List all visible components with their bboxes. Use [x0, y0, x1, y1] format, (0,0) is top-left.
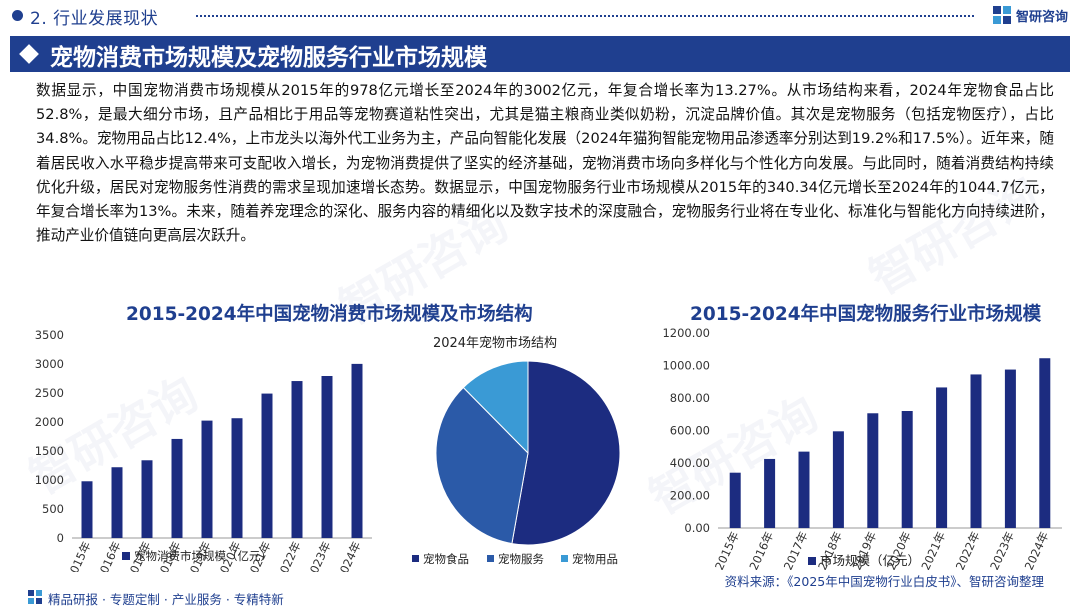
bar	[970, 374, 982, 528]
y-tick-label: 200.00	[670, 489, 710, 503]
y-tick-label: 2500	[35, 386, 64, 400]
legend-swatch	[412, 555, 419, 562]
y-tick-label: 2000	[35, 415, 64, 429]
bar	[1039, 358, 1051, 528]
x-tick-label: 2015年	[64, 539, 94, 572]
bar	[351, 363, 363, 538]
y-tick-label: 1500	[35, 444, 64, 458]
pie-title: 2024年宠物市场结构	[433, 335, 557, 351]
pie-slice	[511, 360, 621, 546]
service-bar-chart: 0.00 200.00 400.00 600.00 800.00 1000.00 1200.…	[662, 326, 1062, 570]
pie-slice	[462, 360, 529, 455]
x-tick-label: 2022年	[953, 529, 983, 570]
y-tick-label: 400.00	[670, 456, 710, 470]
logo-icon	[28, 590, 42, 604]
section-title: 2. 行业发展现状	[30, 9, 159, 29]
legend-label: 宠物食品	[423, 552, 469, 566]
bar	[231, 418, 243, 538]
brand-name: 智研咨询	[1015, 9, 1068, 25]
y-tick-label: 0.00	[684, 521, 710, 535]
y-tick-label: 0	[57, 531, 64, 545]
x-tick-label: 2024年	[1022, 529, 1052, 570]
bar	[201, 420, 213, 538]
bar	[729, 472, 741, 528]
bar	[141, 460, 153, 538]
y-tick-label: 3500	[35, 328, 64, 342]
diamond-icon	[19, 44, 39, 64]
legend-label: 宠物服务	[498, 552, 544, 566]
source-note: 资料来源：《2025年中国宠物行业白皮书》、智研咨询整理	[724, 574, 1044, 589]
bar	[936, 387, 948, 528]
footer: 精品研报 · 专题定制 · 产业服务 · 专精特新	[0, 586, 1080, 608]
legend-label: 市场规模（亿元）	[820, 553, 920, 568]
right-chart-title: 2015-2024年中国宠物服务行业市场规模	[690, 304, 1042, 325]
legend-swatch	[122, 552, 130, 560]
y-tick-label: 1000	[35, 473, 64, 487]
consumption-bar-chart: 0 500 1000 1500 2000 2500 3000 3500 2015年 2016年 20…	[35, 328, 372, 572]
x-tick-label: 2016年	[94, 539, 124, 572]
page-title: 宠物消费市场规模及宠物服务行业市场规模	[50, 45, 487, 71]
bar	[81, 481, 93, 538]
legend-label: 宠物用品	[572, 552, 618, 566]
logo-icon	[992, 6, 1011, 24]
y-tick-label: 500	[42, 502, 64, 516]
bar	[291, 381, 303, 538]
y-tick-label: 1000.00	[662, 359, 710, 373]
pie-slice	[435, 386, 529, 545]
bar	[832, 431, 844, 528]
bullet-dot-icon	[12, 10, 23, 21]
dotted-divider	[196, 15, 974, 17]
x-tick-label: 2023年	[987, 529, 1017, 570]
footer-tagline: 精品研报 · 专题定制 · 产业服务 · 专精特新	[48, 592, 284, 607]
bar	[171, 438, 183, 538]
bar	[798, 451, 810, 528]
bar	[1004, 369, 1016, 528]
y-tick-label: 3000	[35, 357, 64, 371]
bar	[764, 458, 776, 528]
legend-swatch	[487, 555, 494, 562]
x-tick-label: 2017年	[781, 529, 811, 570]
legend-label: 宠物消费市场规模（亿元）	[134, 549, 272, 563]
legend-swatch	[561, 555, 568, 562]
x-tick-label: 2022年	[274, 539, 304, 572]
y-tick-label: 600.00	[670, 424, 710, 438]
x-tick-label: 2023年	[304, 539, 334, 572]
x-tick-label: 2024年	[334, 539, 364, 572]
y-tick-label: 1200.00	[662, 326, 710, 340]
title-bar: 宠物消费市场规模及宠物服务行业市场规模	[10, 36, 1070, 72]
y-tick-label: 800.00	[670, 391, 710, 405]
brand: 智研咨询	[992, 5, 1068, 25]
legend-swatch	[808, 557, 816, 565]
left-chart-title: 2015-2024年中国宠物消费市场规模及市场结构	[126, 304, 533, 325]
bar	[111, 467, 123, 538]
bar	[261, 393, 273, 538]
x-tick-label: 2016年	[746, 529, 776, 570]
bar	[321, 376, 333, 538]
bar	[867, 413, 879, 528]
x-tick-label: 2021年	[918, 529, 948, 570]
summary-paragraph: 数据显示，中国宠物消费市场规模从2015年的978亿元增长至2024年的3002…	[36, 82, 1054, 245]
x-tick-label: 2015年	[712, 529, 742, 570]
top-bar: 2. 行业发展现状 智研咨询	[0, 0, 1080, 34]
bar	[901, 411, 913, 528]
